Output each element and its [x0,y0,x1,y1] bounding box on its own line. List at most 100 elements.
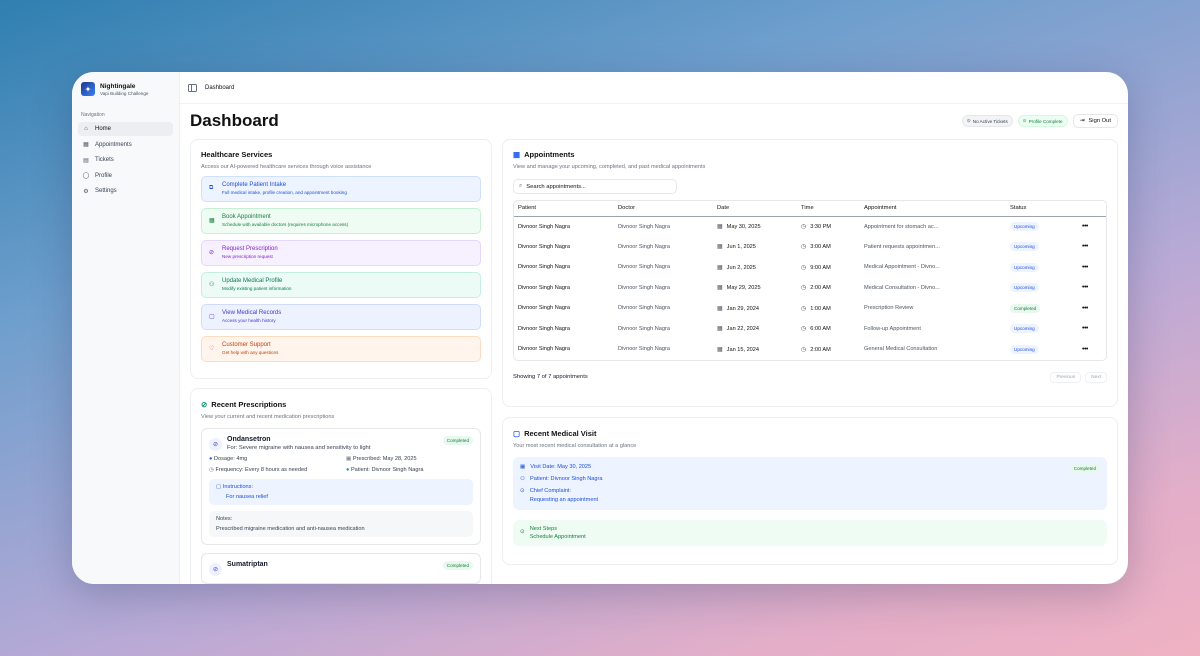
table-row[interactable]: Divnoor Singh Nagra Divnoor Singh Nagra ▦ J… [514,298,1106,319]
calendar-icon: ▦ [346,456,352,462]
sidebar-item-profile[interactable]: ◯ Profile [78,169,173,183]
column-header-status[interactable]: Status [1006,201,1078,217]
brand[interactable]: ✦ Nightingale Vapi Building Challenge [78,80,173,106]
clock-icon: ◷ [801,305,807,312]
next-steps-box[interactable]: ⊙ Next Steps Schedule Appointment [513,520,1107,546]
service-book-appointment[interactable]: ▦ Book Appointment Schedule with availabl… [201,208,481,234]
more-options-icon[interactable]: ••• [1082,243,1088,251]
calendar-icon: ▦ [717,224,723,230]
calendar-icon: ▦ [83,142,89,148]
sidebar-item-home[interactable]: ⌂ Home [78,122,173,136]
prescriptions-title: Recent Prescriptions [211,400,287,409]
next-page-button[interactable]: Next [1085,371,1107,383]
table-row[interactable]: Divnoor Singh Nagra Divnoor Singh Nagra ▦ M… [514,278,1106,299]
breadcrumb: Dashboard [205,84,235,91]
calendar-icon: ▦ [717,326,723,333]
service-medical-records[interactable]: ▢ View Medical Records Access your health… [201,304,481,330]
service-update-profile[interactable]: ⚇ Update Medical Profile Modify existing … [201,272,481,298]
status-badge: Upcoming [1010,324,1039,334]
file-icon: ▢ [513,429,521,438]
pagination-row: Showing 7 of 7 appointments Previous Nex… [513,371,1107,383]
cell-patient: Divnoor Singh Nagra [518,346,570,353]
tickets-status-label: No Active Tickets [972,118,1008,124]
table-row[interactable]: Divnoor Singh Nagra Divnoor Singh Nagra ▦ M… [514,216,1106,237]
previous-page-button[interactable]: Previous [1050,371,1082,383]
patient-row: ● Patient: Divnoor Singh Nagra [346,467,473,473]
service-patient-intake[interactable]: ⧉ Complete Patient Intake Full medical in… [201,176,481,202]
brand-subtitle: Vapi Building Challenge [100,90,149,96]
cell-patient: Divnoor Singh Nagra [518,284,570,291]
more-options-icon[interactable]: ••• [1082,304,1088,312]
gear-icon: ⚙ [83,188,89,195]
sidebar-item-appointments[interactable]: ▦ Appointments [78,138,173,152]
cell-doctor: Divnoor Singh Nagra [618,284,670,291]
more-options-icon[interactable]: ••• [1082,263,1088,271]
time-value: 6:00 AM [810,326,831,333]
cell-doctor: Divnoor Singh Nagra [618,243,670,250]
service-desc: New prescription request [222,254,273,259]
prescription-item[interactable]: ⊘ Ondansetron For: Severe migraine with … [201,428,481,545]
visit-complaint-row: ⊙ Chief Complaint: Requesting an appointm… [520,488,1100,503]
clock-icon: ◷ [801,346,807,353]
date-value: Jan 22, 2024 [726,326,760,333]
sidebar-toggle-icon[interactable] [188,83,197,92]
cell-date: ▦ May 29, 2025 [713,278,797,299]
clipboard-icon: ⧉ [209,185,214,191]
column-header-appointment[interactable]: Appointment [860,201,1006,217]
column-header-time[interactable]: Time [797,201,860,217]
prescriptions-title-row: ⊘ Recent Prescriptions [201,400,481,409]
visit-date: Visit Date: May 30, 2025 [530,464,592,470]
service-desc: Access your health history [222,318,276,323]
cell-actions: ••• [1078,339,1106,360]
sign-out-button[interactable]: ⇥ Sign Out [1072,114,1118,128]
prescription-item[interactable]: ⊘ Sumatriptan Completed [201,553,481,584]
appointments-table: Patient Doctor Date Time Appointment Sta… [513,200,1107,361]
column-header-patient[interactable]: Patient [514,201,614,217]
appointments-card: ▦ Appointments View and manage your upco… [502,139,1118,407]
search-placeholder: Search appointments... [526,183,586,190]
cell-appointment: General Medical Consultation [864,346,938,353]
recent-visit-card: ▢ Recent Medical Visit Your most recent … [502,417,1118,565]
date-value: Jun 2, 2025 [726,264,756,271]
dosage-label: Dosage: [213,456,235,462]
table-row[interactable]: Divnoor Singh Nagra Divnoor Singh Nagra ▦ J… [514,257,1106,278]
status-badge: Upcoming [1010,222,1039,231]
sidebar-item-tickets[interactable]: ▤ Tickets [78,153,173,167]
table-header-row: Patient Doctor Date Time Appointment Sta… [514,201,1106,217]
visit-date-row: ▦ Visit Date: May 30, 2025 [520,464,1100,470]
more-options-icon[interactable]: ••• [1082,325,1088,333]
service-desc: Full medical intake, profile creation, a… [222,190,347,195]
tickets-status-badge: ⊙ No Active Tickets [961,115,1013,127]
table-row[interactable]: Divnoor Singh Nagra Divnoor Singh Nagra ▦ J… [514,319,1106,340]
more-options-icon[interactable]: ••• [1082,223,1088,230]
cell-date: ▦ May 30, 2025 [713,216,797,237]
topbar: Dashboard [180,72,1128,104]
service-request-prescription[interactable]: ⊘ Request Prescription New prescription r… [201,240,481,266]
visit-patient: Patient: Divnoor Singh Nagra [530,476,603,482]
status-badge: Completed [442,436,473,445]
more-options-icon[interactable]: ••• [1082,345,1088,353]
calendar-icon: ▦ [513,150,521,159]
service-customer-support[interactable]: ♡ Customer Support Get help with any ques… [201,336,481,362]
prescription-header: ⊘ Ondansetron For: Severe migraine with … [209,436,473,451]
sidebar-item-label: Settings [95,188,117,194]
user-edit-icon: ⚇ [209,282,215,288]
cell-patient: Divnoor Singh Nagra [518,223,570,230]
medication-name: Ondansetron [227,436,271,443]
file-icon: ▢ [216,484,222,490]
column-header-date[interactable]: Date [713,201,797,217]
clock-icon: ◷ [801,224,807,230]
table-row[interactable]: Divnoor Singh Nagra Divnoor Singh Nagra ▦ J… [514,339,1106,360]
search-input[interactable]: ⌕ Search appointments... [513,179,677,194]
visit-patient-row: ⚇ Patient: Divnoor Singh Nagra [520,476,1100,482]
cell-time: ◷ 2:00 AM [797,339,860,360]
calendar-icon: ▦ [717,305,723,312]
table-row[interactable]: Divnoor Singh Nagra Divnoor Singh Nagra ▦ J… [514,237,1106,258]
time-value: 9:00 AM [810,264,831,271]
sidebar-item-settings[interactable]: ⚙ Settings [78,184,173,198]
cell-date: ▦ Jan 15, 2024 [713,339,797,360]
cell-status: Upcoming [1006,216,1078,237]
more-options-icon[interactable]: ••• [1082,284,1088,292]
column-header-doctor[interactable]: Doctor [614,201,713,217]
prescription-details: ● Dosage: 4mg ▦ Prescribed: May 28, 2025… [209,456,473,473]
